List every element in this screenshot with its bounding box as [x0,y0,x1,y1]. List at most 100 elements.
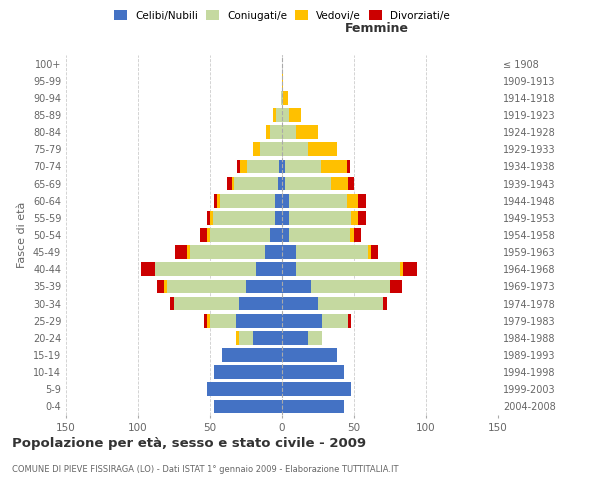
Bar [157,280,164,293]
Bar [282,176,285,190]
Bar [187,246,190,259]
Bar [282,108,289,122]
Bar [217,194,220,207]
Legend: Celibi/Nubili, Coniugati/e, Vedovi/e, Divorziati/e: Celibi/Nubili, Coniugati/e, Vedovi/e, Di… [110,6,454,25]
Bar [400,262,403,276]
Bar [274,108,276,122]
Bar [207,228,210,242]
Bar [285,176,331,190]
Bar [350,228,354,242]
Bar [200,228,207,242]
Bar [190,246,265,259]
Bar [308,142,337,156]
Bar [210,228,271,242]
Bar [351,211,358,224]
Text: COMUNE DI PIEVE FISSIRAGA (LO) - Dati ISTAT 1° gennaio 2009 - Elaborazione TUTTI: COMUNE DI PIEVE FISSIRAGA (LO) - Dati IS… [12,466,398,474]
Bar [347,194,358,207]
Bar [207,382,282,396]
Bar [321,160,347,173]
Bar [368,246,371,259]
Bar [174,296,239,310]
Y-axis label: Fasce di età: Fasce di età [17,202,27,268]
Bar [214,194,217,207]
Bar [296,246,368,259]
Bar [296,126,318,139]
Bar [348,314,351,328]
Bar [207,211,210,224]
Bar [282,314,322,328]
Bar [358,194,365,207]
Bar [282,194,289,207]
Bar [236,314,282,328]
Bar [383,296,387,310]
Bar [390,280,401,293]
Text: Popolazione per età, sesso e stato civile - 2009: Popolazione per età, sesso e stato civil… [12,438,366,450]
Bar [289,194,347,207]
Bar [207,314,210,328]
Text: Femmine: Femmine [345,22,409,35]
Bar [141,262,155,276]
Bar [282,296,318,310]
Bar [282,246,296,259]
Bar [236,331,239,344]
Bar [289,211,351,224]
Bar [235,176,278,190]
Bar [331,176,348,190]
Bar [403,262,418,276]
Bar [253,331,282,344]
Bar [282,211,289,224]
Bar [311,280,390,293]
Bar [204,314,207,328]
Bar [282,400,344,413]
Bar [253,142,260,156]
Bar [348,176,354,190]
Bar [221,348,282,362]
Bar [247,160,279,173]
Bar [285,160,321,173]
Bar [282,366,344,379]
Bar [283,91,288,104]
Bar [282,262,296,276]
Bar [220,194,275,207]
Bar [239,296,282,310]
Bar [278,176,282,190]
Bar [282,280,311,293]
Bar [358,211,365,224]
Bar [289,108,301,122]
Bar [260,142,282,156]
Bar [238,160,240,173]
Bar [318,296,383,310]
Bar [282,348,337,362]
Bar [232,176,235,190]
Bar [276,108,282,122]
Bar [167,280,246,293]
Bar [210,211,213,224]
Bar [170,296,174,310]
Bar [282,91,283,104]
Bar [271,126,282,139]
Bar [214,400,282,413]
Bar [164,280,167,293]
Bar [289,228,350,242]
Bar [347,160,350,173]
Bar [322,314,348,328]
Bar [246,280,282,293]
Bar [308,331,322,344]
Bar [282,331,308,344]
Bar [256,262,282,276]
Bar [279,160,282,173]
Bar [240,160,247,173]
Bar [275,194,282,207]
Bar [282,126,296,139]
Bar [281,91,282,104]
Bar [275,211,282,224]
Bar [239,331,253,344]
Bar [282,160,285,173]
Bar [271,228,282,242]
Bar [282,382,351,396]
Bar [282,74,283,88]
Bar [371,246,379,259]
Bar [296,262,400,276]
Bar [155,262,256,276]
Bar [213,211,275,224]
